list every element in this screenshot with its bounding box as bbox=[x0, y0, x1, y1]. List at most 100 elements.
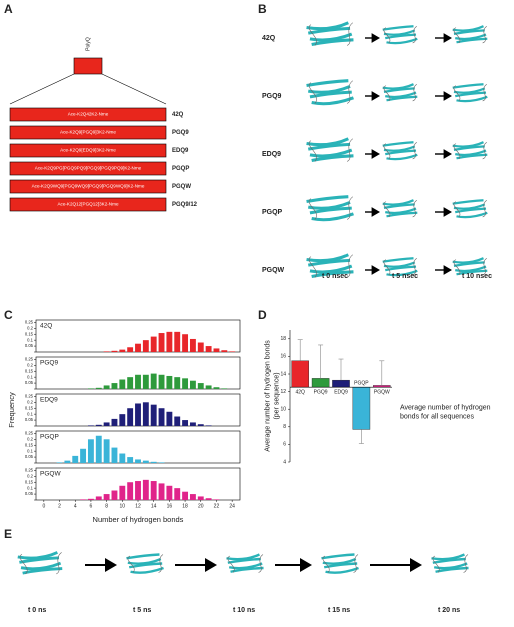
time-label: t 15 ns bbox=[328, 607, 350, 614]
histogram-bar bbox=[205, 385, 212, 389]
sequence: Ace-K2Q9[EDQ9]3K2-Nme bbox=[60, 148, 116, 153]
beta-strand bbox=[306, 195, 349, 203]
bar bbox=[311, 378, 330, 388]
beta-strand bbox=[456, 269, 488, 276]
sequence-box bbox=[9, 179, 167, 194]
beta-strand bbox=[455, 149, 487, 157]
histogram-bar bbox=[213, 499, 220, 500]
histogram-bar bbox=[205, 346, 212, 352]
y-tick-label: 10 bbox=[280, 407, 286, 413]
beta-strand bbox=[386, 211, 418, 218]
y-tick-label: 0.2 bbox=[27, 362, 33, 367]
beta-strand bbox=[453, 261, 485, 268]
beta-strand bbox=[385, 33, 417, 40]
protein-structure bbox=[306, 253, 354, 279]
beta-strand bbox=[130, 566, 164, 574]
histogram-bar bbox=[189, 380, 196, 389]
beta-strand bbox=[452, 83, 484, 89]
histogram-bar bbox=[197, 424, 204, 426]
y-tick-label: 0.1 bbox=[27, 374, 33, 379]
beta-strand bbox=[311, 212, 354, 222]
histogram-bar bbox=[119, 414, 126, 426]
x-tick-label: 24 bbox=[229, 503, 235, 509]
histogram-bar bbox=[72, 455, 79, 463]
beta-strand bbox=[456, 37, 488, 44]
loop bbox=[308, 80, 353, 104]
histogram-bar bbox=[174, 331, 181, 352]
loop bbox=[383, 83, 417, 102]
histogram-bar bbox=[158, 408, 165, 426]
x-tick-label: 6 bbox=[90, 503, 93, 509]
loop bbox=[322, 554, 359, 573]
sequence-box bbox=[9, 161, 167, 176]
histogram-bar bbox=[119, 349, 126, 352]
x-tick-label: 10 bbox=[120, 503, 126, 509]
beta-strand bbox=[321, 553, 355, 560]
beta-strand bbox=[432, 557, 466, 564]
protein-structure bbox=[452, 199, 488, 219]
time-label: t 20 ns bbox=[438, 607, 460, 614]
protein-structure bbox=[431, 553, 469, 573]
beta-strand bbox=[126, 553, 160, 560]
histogram-bar bbox=[189, 338, 196, 352]
histogram-bar bbox=[64, 460, 71, 463]
beta-strand bbox=[306, 253, 349, 263]
histogram-bar bbox=[142, 402, 149, 426]
histogram-bar bbox=[103, 422, 110, 426]
beta-strand bbox=[323, 562, 358, 569]
histogram-bar bbox=[80, 499, 87, 500]
y-tick-label: 0.15 bbox=[25, 442, 34, 447]
beta-strand bbox=[385, 265, 417, 272]
y-tick-label: 0.2 bbox=[27, 325, 33, 330]
beta-strand bbox=[452, 25, 484, 32]
y-tick-label: 6 bbox=[283, 442, 286, 448]
beta-strand bbox=[382, 83, 414, 90]
loop bbox=[383, 25, 417, 44]
histogram-bar bbox=[80, 448, 87, 463]
histogram-bar bbox=[135, 481, 141, 500]
beta-strand bbox=[325, 566, 359, 574]
sequence-label: EDQ9 bbox=[172, 148, 189, 154]
histogram-bar bbox=[95, 424, 102, 426]
beta-strand bbox=[309, 264, 353, 274]
sequence-label: PGQ9/12 bbox=[172, 202, 198, 208]
histogram-bar bbox=[111, 447, 118, 463]
beta-strand bbox=[228, 562, 263, 570]
sequence-box bbox=[9, 107, 167, 122]
x-tick-label: 0 bbox=[42, 503, 45, 509]
bar bbox=[291, 360, 309, 388]
histogram-bar bbox=[174, 416, 181, 426]
y-tick-label: 0.15 bbox=[25, 479, 34, 484]
beta-strand bbox=[386, 37, 418, 45]
loop bbox=[308, 254, 353, 278]
sequence-box bbox=[9, 197, 167, 212]
loop bbox=[453, 257, 487, 276]
category-label: EDQ9 bbox=[334, 390, 348, 396]
sequence: Ace-K2Q12[PGQ12]3K2-Nme bbox=[57, 202, 118, 207]
time-label: t 0 ns bbox=[28, 607, 46, 614]
beta-strand bbox=[452, 141, 484, 148]
protein-structure bbox=[452, 257, 488, 276]
beta-strand bbox=[386, 153, 418, 161]
histogram-bar bbox=[142, 479, 149, 500]
beta-strand bbox=[309, 206, 352, 215]
histogram-bar bbox=[150, 404, 157, 426]
beta-strand bbox=[431, 553, 465, 561]
beta-strand bbox=[383, 203, 415, 210]
plot-frame bbox=[35, 430, 241, 464]
sequence: Ace-K2Q42K2-Nme bbox=[68, 112, 109, 117]
protein-structure bbox=[452, 141, 488, 160]
zoom-line bbox=[9, 73, 75, 105]
y-tick-label: 0.05 bbox=[25, 454, 34, 459]
histogram-bar bbox=[127, 482, 134, 500]
time-label: t 10 ns bbox=[233, 607, 255, 614]
beta-strand bbox=[309, 148, 353, 158]
beta-strand bbox=[307, 84, 351, 94]
protein-structure bbox=[382, 199, 418, 218]
histogram-bar bbox=[135, 403, 141, 426]
y-tick-label: 18 bbox=[280, 336, 286, 342]
arrow-head bbox=[371, 149, 380, 159]
histogram-bar bbox=[142, 374, 149, 389]
beta-strand bbox=[227, 557, 261, 564]
arrow-head bbox=[371, 265, 380, 275]
